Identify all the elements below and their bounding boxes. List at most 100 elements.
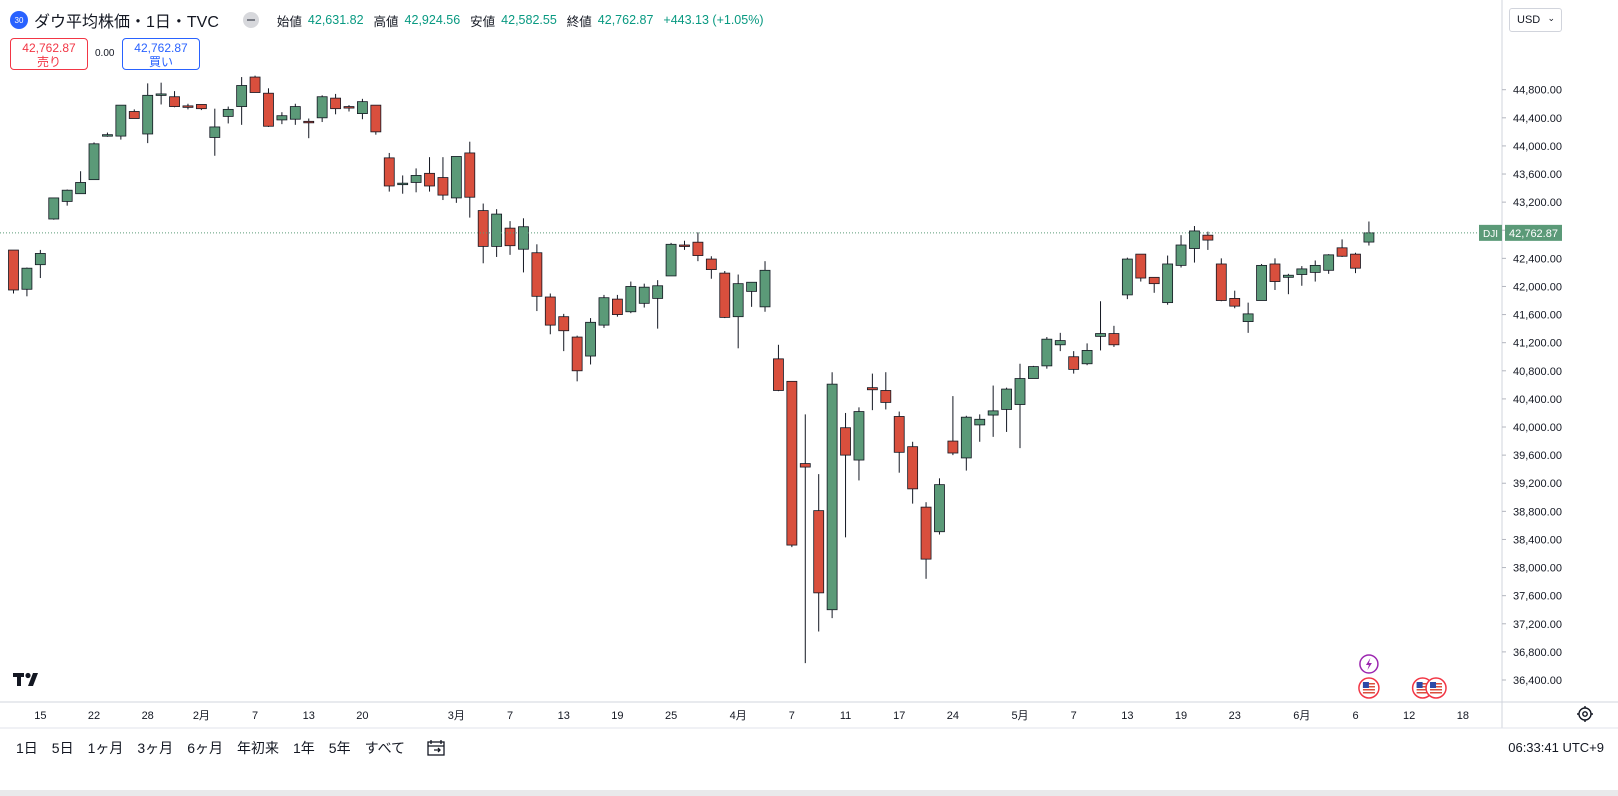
- sell-button[interactable]: 42,762.87 売り: [10, 38, 88, 70]
- candle[interactable]: [544, 293, 556, 335]
- candle[interactable]: [75, 171, 86, 195]
- buy-button[interactable]: 42,762.87 買い: [122, 38, 200, 70]
- candle[interactable]: [343, 105, 355, 112]
- candle[interactable]: [115, 104, 127, 140]
- candle[interactable]: [1296, 266, 1308, 286]
- range-1m[interactable]: 1ヶ月: [87, 740, 124, 756]
- candle[interactable]: [638, 283, 650, 308]
- currency-select[interactable]: USD ⌄: [1509, 8, 1562, 32]
- range-3m[interactable]: 3ヶ月: [137, 740, 174, 756]
- candle[interactable]: [397, 175, 409, 194]
- candle[interactable]: [652, 280, 664, 329]
- candle[interactable]: [370, 104, 382, 135]
- candle[interactable]: [142, 83, 154, 144]
- candle[interactable]: [840, 412, 851, 538]
- us-flag-event-icon[interactable]: [1358, 677, 1380, 699]
- candle[interactable]: [303, 118, 315, 139]
- candle[interactable]: [1054, 332, 1066, 352]
- candle[interactable]: [222, 106, 234, 124]
- candle[interactable]: [316, 95, 328, 123]
- range-5y[interactable]: 5年: [328, 740, 351, 756]
- candle[interactable]: [866, 373, 878, 411]
- tradingview-logo-icon[interactable]: [13, 672, 43, 693]
- candle[interactable]: [1189, 226, 1200, 263]
- candle[interactable]: [1229, 290, 1241, 309]
- candle[interactable]: [826, 372, 838, 619]
- candle[interactable]: [880, 372, 892, 410]
- candle[interactable]: [437, 157, 449, 201]
- lightning-event-icon[interactable]: [1359, 654, 1379, 674]
- candle[interactable]: [558, 313, 570, 352]
- range-6m[interactable]: 6ヶ月: [187, 740, 223, 756]
- candle[interactable]: [464, 141, 476, 218]
- candle[interactable]: [746, 281, 757, 307]
- candle[interactable]: [48, 197, 60, 220]
- symbol-badge[interactable]: 30: [10, 11, 28, 29]
- candle[interactable]: [383, 152, 395, 192]
- candle[interactable]: [491, 209, 503, 257]
- candle[interactable]: [1095, 301, 1106, 351]
- candle[interactable]: [1135, 253, 1147, 282]
- candle[interactable]: [1081, 343, 1093, 366]
- candle[interactable]: [1283, 273, 1294, 295]
- candle[interactable]: [289, 103, 301, 125]
- chart-settings-icon[interactable]: [1574, 703, 1596, 725]
- candle[interactable]: [759, 261, 771, 312]
- candle[interactable]: [477, 203, 489, 264]
- candle[interactable]: [182, 103, 194, 110]
- symbol-title[interactable]: ダウ平均株価・1日・TVC: [34, 14, 219, 31]
- candle[interactable]: [128, 109, 140, 119]
- candle[interactable]: [1001, 387, 1012, 432]
- candle[interactable]: [169, 91, 180, 108]
- candle[interactable]: [947, 396, 959, 456]
- candle[interactable]: [853, 407, 865, 481]
- candle[interactable]: [893, 411, 905, 473]
- candle[interactable]: [934, 478, 945, 535]
- candle[interactable]: [1028, 365, 1039, 379]
- candle[interactable]: [1363, 221, 1375, 246]
- candle[interactable]: [88, 142, 100, 181]
- candle[interactable]: [665, 242, 677, 277]
- visibility-eye-icon[interactable]: [242, 12, 259, 28]
- candle[interactable]: [102, 132, 113, 137]
- candle[interactable]: [518, 218, 529, 273]
- candle[interactable]: [1162, 255, 1174, 305]
- candle[interactable]: [1323, 254, 1335, 274]
- candle[interactable]: [1256, 263, 1267, 301]
- candle[interactable]: [1242, 302, 1254, 333]
- candle[interactable]: [531, 244, 543, 312]
- candle[interactable]: [1108, 325, 1120, 347]
- candle[interactable]: [195, 104, 207, 111]
- candle[interactable]: [692, 232, 704, 262]
- range-5d[interactable]: 5日: [51, 740, 74, 756]
- candle[interactable]: [598, 294, 610, 328]
- candle[interactable]: [1175, 235, 1187, 268]
- candle[interactable]: [1309, 260, 1321, 282]
- candle[interactable]: [625, 281, 637, 314]
- candle[interactable]: [719, 271, 731, 319]
- candle[interactable]: [1148, 276, 1160, 293]
- candle[interactable]: [1121, 257, 1133, 300]
- candle[interactable]: [907, 441, 919, 504]
- candle[interactable]: [1041, 337, 1053, 369]
- us-flag-event-icon[interactable]: [1425, 677, 1447, 699]
- candle[interactable]: [249, 75, 261, 93]
- candle[interactable]: [21, 267, 33, 297]
- candle[interactable]: [786, 380, 798, 548]
- candle[interactable]: [236, 77, 248, 125]
- candle[interactable]: [34, 249, 46, 279]
- candle[interactable]: [357, 98, 368, 120]
- candle[interactable]: [773, 344, 784, 392]
- candle[interactable]: [263, 88, 274, 127]
- candle[interactable]: [61, 189, 73, 206]
- candle[interactable]: [585, 318, 596, 365]
- candle[interactable]: [1350, 252, 1361, 274]
- candle[interactable]: [974, 414, 986, 442]
- candle[interactable]: [732, 274, 744, 349]
- candle[interactable]: [424, 157, 435, 192]
- candle[interactable]: [450, 156, 462, 203]
- candle[interactable]: [1014, 363, 1026, 449]
- candle[interactable]: [612, 294, 623, 317]
- candle[interactable]: [987, 385, 999, 437]
